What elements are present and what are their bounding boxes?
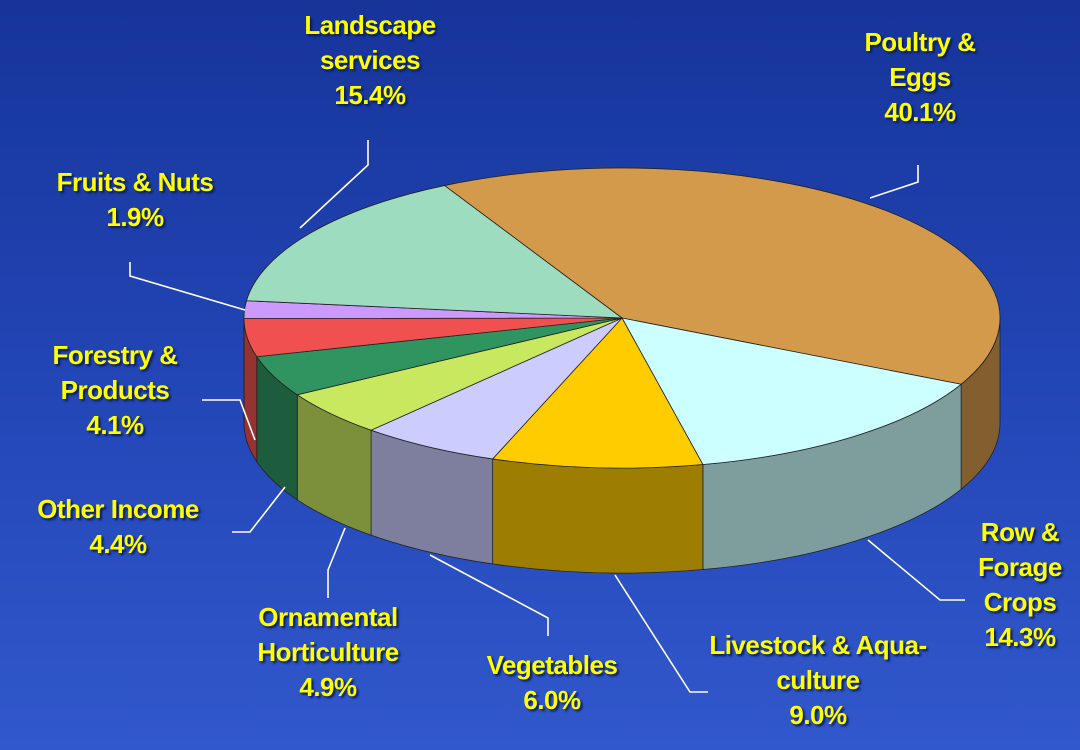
leader-line — [327, 527, 346, 598]
slice-label: Forestry & Products 4.1% — [25, 338, 205, 443]
value-label: 1.9% — [106, 202, 164, 232]
leader-line — [232, 486, 286, 533]
slice-label: Poultry & Eggs 40.1% — [840, 25, 1000, 130]
leader-line — [869, 165, 919, 199]
value-label: 14.3% — [984, 622, 1056, 652]
category-name: Ornamental Horticulture — [257, 602, 399, 667]
value-label: 4.9% — [299, 672, 357, 702]
leader-line — [429, 554, 549, 636]
leader-line — [867, 539, 965, 601]
slice-top — [621, 317, 963, 465]
category-name: Forestry & Products — [52, 340, 178, 405]
value-label: 4.4% — [89, 529, 147, 559]
category-name: Livestock & Aqua-culture — [709, 630, 927, 695]
slice-label: Landscape services 15.4% — [270, 8, 470, 113]
leader-line — [202, 399, 256, 441]
leader-line — [299, 140, 369, 229]
side-walls — [243, 317, 1001, 574]
slice-label: Row & Forage Crops 14.3% — [960, 515, 1080, 655]
value-label: 40.1% — [884, 97, 956, 127]
value-label: 6.0% — [523, 685, 581, 715]
slice-label: Vegetables 6.0% — [452, 648, 652, 718]
slice-top — [491, 317, 704, 469]
slice-label: Livestock & Aqua-culture 9.0% — [708, 628, 928, 733]
slice-top — [443, 167, 1001, 385]
category-name: Vegetables — [486, 650, 618, 680]
leader-line — [614, 574, 708, 693]
category-name: Poultry & Eggs — [864, 27, 976, 92]
category-name: Fruits & Nuts — [56, 167, 214, 197]
slice-side — [492, 458, 704, 574]
category-name: Landscape services — [304, 10, 436, 75]
slice-label: Ornamental Horticulture 4.9% — [228, 600, 428, 705]
slice-top — [245, 185, 624, 319]
slice-top — [370, 317, 623, 460]
value-label: 15.4% — [334, 80, 406, 110]
category-name: Other Income — [37, 494, 199, 524]
slice-label: Other Income 4.4% — [0, 492, 238, 562]
category-name: Row & Forage Crops — [978, 517, 1062, 617]
value-label: 9.0% — [789, 700, 847, 730]
slice-label: Fruits & Nuts 1.9% — [5, 165, 265, 235]
slice-tops — [243, 167, 1001, 469]
value-label: 4.1% — [86, 410, 144, 440]
leader-line — [129, 262, 246, 311]
